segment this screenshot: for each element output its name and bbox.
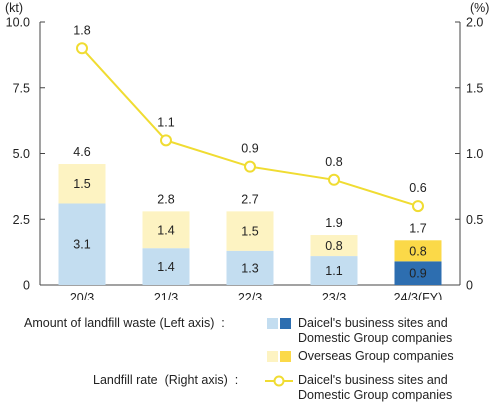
chart-line	[76, 42, 424, 213]
rate-point-label: 0.6	[409, 181, 426, 195]
rate-point	[328, 173, 340, 186]
bar-domestic	[226, 250, 274, 285]
bar-total-label: 4.6	[73, 145, 90, 159]
left-axis-unit: (kt)	[5, 1, 23, 15]
legend-rate-domestic: Daicel's business sites and Domestic Gro…	[298, 373, 452, 403]
bar-domestic	[310, 256, 358, 285]
bar-total-label: 2.8	[157, 192, 174, 206]
left-tick-label: 0	[23, 279, 30, 293]
right-tick-label: 0	[466, 279, 473, 293]
bar-total-label: 1.7	[409, 221, 426, 235]
bar-overseas	[310, 235, 358, 257]
legend-waste-title: Amount of landfill waste (Left axis) :	[24, 316, 225, 330]
bar-overseas-label: 0.8	[325, 239, 342, 253]
legend-overseas-latest-swatch	[280, 351, 291, 362]
rate-line	[81, 47, 419, 208]
bar-domestic-label: 1.1	[325, 264, 342, 278]
legend-waste-domestic-line1: Daicel's business sites and	[298, 316, 448, 330]
legend-rate-title: Landfill rate (Right axis) :	[93, 373, 239, 387]
x-tick-label: 21/3	[154, 291, 178, 300]
rate-point-label: 0.8	[325, 155, 342, 169]
bar-overseas-label: 1.5	[241, 225, 258, 239]
left-tick-label: 7.5	[13, 81, 30, 95]
bar-overseas	[58, 164, 106, 204]
rate-point	[244, 160, 256, 173]
rate-point-label: 1.8	[73, 23, 90, 37]
legend-domestic-latest-swatch	[280, 318, 291, 329]
legend-domestic-past-swatch	[267, 318, 278, 329]
left-tick-label: 5.0	[13, 147, 30, 161]
bar-domestic-label: 1.4	[157, 260, 174, 274]
chart-labels: 3.1 1.5 4.6 1.4 1.4 2.8 1.3 1.5 2.7 1.1 0.8 1.9 0.9 0…	[73, 23, 426, 280]
legend-overseas-past-swatch	[267, 351, 278, 362]
right-tick-label: 1.5	[466, 81, 483, 95]
rate-point	[76, 42, 88, 55]
bar-domestic	[58, 203, 106, 285]
legend-waste-domestic: Daicel's business sites and Domestic Gro…	[298, 316, 452, 346]
bar-overseas-label: 1.4	[157, 223, 174, 237]
rate-point	[412, 200, 424, 213]
x-tick-label: 20/3	[70, 291, 94, 300]
bar-overseas-label: 1.5	[73, 177, 90, 191]
bar-overseas	[394, 240, 442, 262]
right-axis-unit: (%)	[470, 1, 489, 15]
bar-total-label: 1.9	[325, 216, 342, 230]
bar-domestic-label: 3.1	[73, 238, 90, 252]
chart-bars	[58, 164, 442, 285]
rate-point	[160, 134, 172, 147]
right-tick-label: 0.5	[466, 213, 483, 227]
bar-domestic-label: 1.3	[241, 261, 258, 275]
bar-overseas	[226, 211, 274, 251]
legend-rate-domestic-line2: Domestic Group companies	[298, 388, 453, 402]
x-tick-label: 24/3(FY)	[394, 291, 443, 300]
landfill-chart: (kt) (%) 0 2.5 5.0 7.5 10.0 0 0.5 1.0 1.5 2.0 20/3 21…	[5, 1, 489, 300]
rate-point-label: 0.9	[241, 142, 258, 156]
legend-waste-overseas: Overseas Group companies	[298, 349, 454, 363]
right-tick-label: 2.0	[466, 16, 483, 30]
left-tick-label: 10.0	[6, 16, 30, 30]
bar-domestic	[394, 261, 442, 285]
chart-axes: (kt) (%) 0 2.5 5.0 7.5 10.0 0 0.5 1.0 1.5 2.0 20/3 21…	[5, 1, 489, 300]
rate-point-label: 1.1	[157, 115, 174, 129]
bar-domestic	[142, 248, 190, 285]
left-tick-label: 2.5	[13, 213, 30, 227]
legend-waste-domestic-line2: Domestic Group companies	[298, 331, 453, 345]
bar-total-label: 2.7	[241, 192, 258, 206]
bar-overseas	[142, 211, 190, 249]
legend-rate-domestic-line1: Daicel's business sites and	[298, 373, 448, 387]
legend-line-marker	[265, 375, 293, 387]
bar-overseas-label: 0.8	[409, 244, 426, 258]
x-tick-label: 22/3	[238, 291, 262, 300]
right-tick-label: 1.0	[466, 147, 483, 161]
bar-domestic-label: 0.9	[409, 267, 426, 281]
x-tick-label: 23/3	[322, 291, 346, 300]
